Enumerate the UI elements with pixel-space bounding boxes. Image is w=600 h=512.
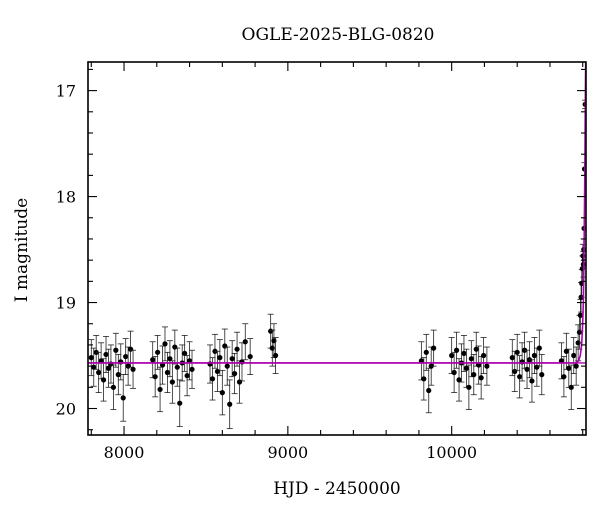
data-point <box>456 377 462 383</box>
data-point <box>476 362 482 368</box>
data-point <box>125 363 131 369</box>
data-point <box>88 355 94 361</box>
data-point <box>96 369 102 376</box>
data-point <box>169 379 175 385</box>
data-point <box>115 371 121 378</box>
data-point <box>177 400 183 406</box>
data-point <box>453 347 460 353</box>
y-tick-label: 17 <box>56 82 76 101</box>
data-point <box>209 376 216 382</box>
data-point <box>229 356 235 362</box>
data-point <box>534 364 540 370</box>
data-point <box>573 363 579 369</box>
data-point <box>105 365 112 371</box>
plot-content <box>88 62 586 430</box>
data-point <box>571 352 577 359</box>
data-point <box>461 350 467 357</box>
data-point <box>127 346 134 352</box>
data-point <box>563 348 569 354</box>
data-point <box>172 344 178 350</box>
data-point <box>214 368 221 375</box>
data-point <box>423 349 429 355</box>
data-point <box>164 369 171 376</box>
plot-frame <box>87 61 587 436</box>
data-point <box>514 349 520 355</box>
data-point <box>167 356 173 362</box>
data-point <box>234 346 240 352</box>
data-point <box>224 363 230 369</box>
axis-ticks: 8000 9000 10000 17 18 19 20 <box>56 62 586 462</box>
data-point <box>449 352 455 359</box>
data-point <box>576 329 583 335</box>
data-point <box>217 355 223 361</box>
data-point <box>184 373 190 379</box>
data-point <box>531 352 537 359</box>
data-point <box>451 369 457 376</box>
data-point <box>182 350 188 357</box>
data-point <box>529 378 535 384</box>
data-point <box>103 351 109 358</box>
data-point <box>100 377 107 383</box>
data-point <box>157 386 163 393</box>
chart-title: OGLE-2025-BLG-0820 <box>242 25 435 45</box>
data-point <box>219 390 225 396</box>
data-point <box>152 374 158 380</box>
data-point <box>130 366 136 372</box>
data-point <box>110 384 116 390</box>
x-tick-label: 9000 <box>267 443 308 462</box>
data-point <box>421 376 427 382</box>
data-point <box>484 363 490 369</box>
data-point <box>159 362 166 368</box>
data-point <box>236 379 243 385</box>
data-point <box>123 353 129 360</box>
x-tick-label: 8000 <box>104 443 145 462</box>
data-point <box>232 370 238 377</box>
data-point <box>517 374 523 380</box>
data-point <box>162 341 168 347</box>
data-point <box>568 384 574 390</box>
data-point <box>247 353 253 360</box>
data-point <box>575 340 581 346</box>
data-point <box>463 365 470 371</box>
data-point <box>118 359 124 365</box>
data-point <box>113 347 119 353</box>
data-point <box>272 352 279 359</box>
x-tick-label: 10000 <box>426 443 477 462</box>
data-point <box>466 384 472 390</box>
data-point <box>577 312 584 318</box>
y-tick-label: 19 <box>56 294 76 313</box>
data-point <box>431 345 437 351</box>
data-point <box>174 364 180 370</box>
data-point <box>536 345 542 351</box>
y-axis-label: I magnitude <box>12 198 32 302</box>
data-point <box>189 366 195 372</box>
data-point <box>509 355 515 361</box>
data-point <box>512 368 518 375</box>
data-point <box>155 349 161 355</box>
y-tick-label: 18 <box>56 188 76 207</box>
data-point <box>242 339 248 345</box>
data-point <box>478 375 484 381</box>
data-point <box>524 366 530 372</box>
data-point <box>566 365 572 371</box>
data-point <box>473 346 479 352</box>
y-tick-label: 20 <box>56 400 76 419</box>
data-point <box>539 371 545 378</box>
data-point <box>561 374 567 380</box>
data-point <box>426 387 432 394</box>
data-point <box>468 356 474 362</box>
x-axis-label: HJD - 2450000 <box>273 479 401 499</box>
data-point <box>150 357 156 363</box>
model-curve <box>88 62 586 364</box>
data-point <box>519 359 525 365</box>
data-point <box>222 343 228 349</box>
data-point <box>227 401 233 407</box>
data-point <box>120 395 126 401</box>
data-point <box>471 371 477 378</box>
data-point <box>481 352 487 359</box>
